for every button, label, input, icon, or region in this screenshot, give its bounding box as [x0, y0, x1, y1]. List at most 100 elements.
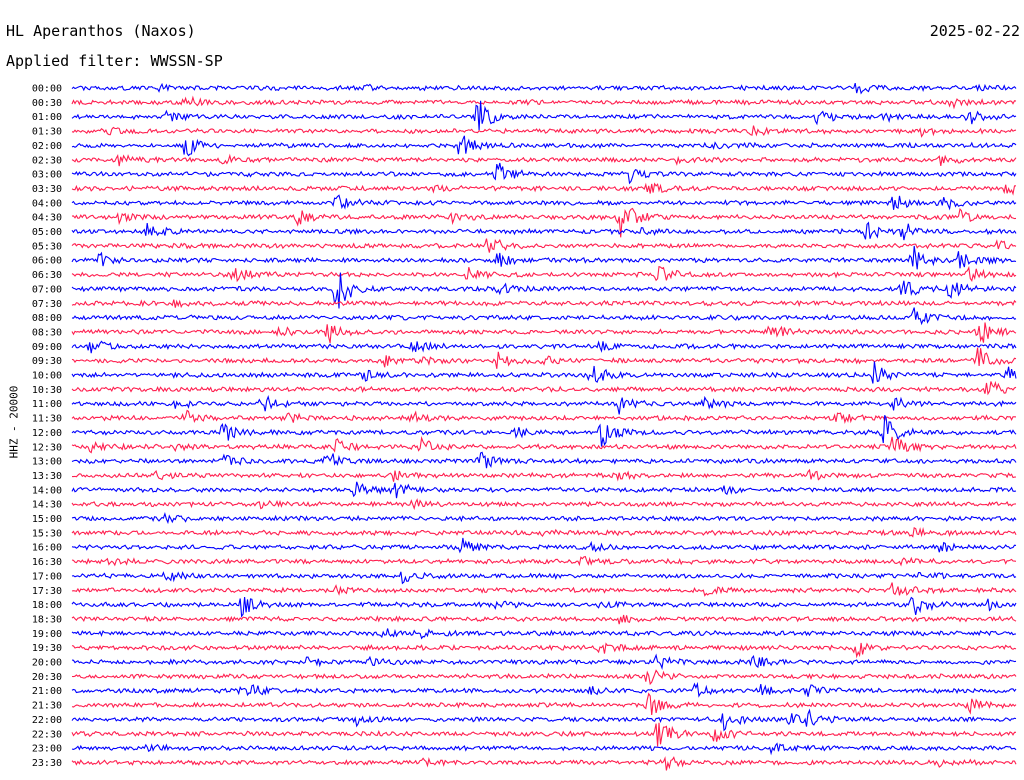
station-title: HL Aperanthos (Naxos): [6, 22, 196, 40]
row-time-label: 20:30: [32, 672, 62, 683]
trace-row: [71, 722, 1016, 747]
row-time-label: 10:00: [32, 371, 62, 382]
row-time-label: 08:30: [32, 327, 62, 338]
row-time-label: 06:00: [32, 256, 62, 267]
row-time-label: 19:30: [32, 643, 62, 654]
row-time-label: 15:30: [32, 528, 62, 539]
row-time-label: 01:00: [32, 112, 62, 123]
trace-row: [71, 526, 1017, 538]
row-time-label: 16:00: [32, 543, 62, 554]
trace-row: [71, 162, 1017, 185]
trace-row: [71, 511, 1017, 525]
trace-row: [71, 307, 1017, 326]
trace-row: [71, 125, 1017, 138]
row-time-label: 23:30: [32, 758, 62, 769]
row-time-label: 20:00: [32, 658, 62, 669]
row-time-label: 22:30: [32, 729, 62, 740]
row-time-label: 12:00: [32, 428, 62, 439]
row-time-label: 17:00: [32, 571, 62, 582]
row-time-label: 16:30: [32, 557, 62, 568]
trace-row: [71, 692, 1017, 716]
trace-row: [71, 238, 1017, 253]
row-time-label: 07:00: [32, 284, 62, 295]
row-time-label: 01:30: [32, 127, 62, 138]
trace-row: [71, 340, 1017, 354]
trace-row: [71, 265, 1017, 283]
trace-row: [71, 380, 1017, 396]
time-label-group: 00:00 00:30 01:00 01:30 02:00 02:30 03:00 03:30…: [32, 84, 62, 769]
trace-row: [71, 409, 1017, 424]
trace-row: [71, 681, 1017, 698]
trace-row: [71, 299, 1017, 309]
trace-row: [71, 207, 1017, 238]
row-time-label: 10:30: [32, 385, 62, 396]
row-time-label: 06:30: [32, 270, 62, 281]
row-time-label: 08:00: [32, 313, 62, 324]
trace-row: [71, 394, 1017, 415]
row-time-label: 04:30: [32, 213, 62, 224]
row-time-label: 05:00: [32, 227, 62, 238]
row-time-label: 05:30: [32, 241, 62, 252]
trace-row: [71, 596, 1017, 618]
trace-group: [71, 82, 1017, 771]
trace-row: [71, 756, 1017, 771]
row-time-label: 14:30: [32, 500, 62, 511]
trace-row: [72, 468, 1017, 482]
row-time-label: 15:00: [32, 514, 62, 525]
trace-row: [71, 628, 1017, 640]
filter-name: WWSSN-SP: [150, 52, 223, 70]
trace-row: [71, 498, 1017, 511]
row-time-label: 21:00: [32, 686, 62, 697]
date-label: 2025-02-22: [929, 22, 1020, 40]
trace-row: [71, 415, 1017, 447]
trace-row: [71, 322, 1017, 344]
row-time-label: 14:00: [32, 485, 62, 496]
filter-line: Applied filter: WWSSN-SP: [6, 54, 223, 69]
row-time-label: 04:00: [32, 198, 62, 209]
trace-row: [71, 537, 1017, 554]
trace-row: [71, 653, 1017, 670]
row-time-label: 00:30: [32, 98, 62, 109]
trace-row: [71, 555, 1017, 567]
trace-row: [71, 708, 1017, 732]
row-time-label: 19:00: [32, 629, 62, 640]
row-time-label: 09:00: [32, 342, 62, 353]
trace-row: [71, 571, 1017, 585]
row-time-label: 22:00: [32, 715, 62, 726]
row-time-label: 03:00: [32, 170, 62, 181]
trace-row: [71, 614, 1017, 625]
row-time-label: 21:30: [32, 701, 62, 712]
row-time-label: 00:00: [32, 84, 62, 95]
row-time-label: 18:00: [32, 600, 62, 611]
row-time-label: 09:30: [32, 356, 62, 367]
trace-row: [71, 182, 1017, 196]
trace-row: [71, 100, 1017, 131]
trace-row: [71, 642, 1017, 659]
trace-row: [71, 194, 1017, 211]
row-time-label: 02:30: [32, 155, 62, 166]
trace-row: [71, 451, 1017, 469]
trace-row: [71, 347, 1017, 369]
trace-row: [71, 153, 1017, 167]
row-time-label: 11:30: [32, 414, 62, 425]
trace-row: [71, 361, 1017, 384]
trace-row: [71, 742, 1017, 756]
row-time-label: 18:30: [32, 614, 62, 625]
row-time-label: 17:30: [32, 586, 62, 597]
row-time-label: 07:30: [32, 299, 62, 310]
trace-row: [71, 669, 1017, 686]
trace-row: [71, 435, 1017, 454]
trace-row: [71, 245, 1017, 270]
trace-row: [71, 135, 1017, 157]
trace-row: [71, 481, 1017, 499]
trace-row: [71, 582, 1017, 597]
trace-row: [71, 95, 1017, 110]
filter-prefix: Applied filter:: [6, 52, 142, 70]
row-time-label: 13:00: [32, 457, 62, 468]
row-time-label: 13:30: [32, 471, 62, 482]
row-time-label: 03:30: [32, 184, 62, 195]
row-time-label: 12:30: [32, 442, 62, 453]
trace-row: [71, 272, 1017, 309]
trace-row: [71, 82, 1017, 95]
